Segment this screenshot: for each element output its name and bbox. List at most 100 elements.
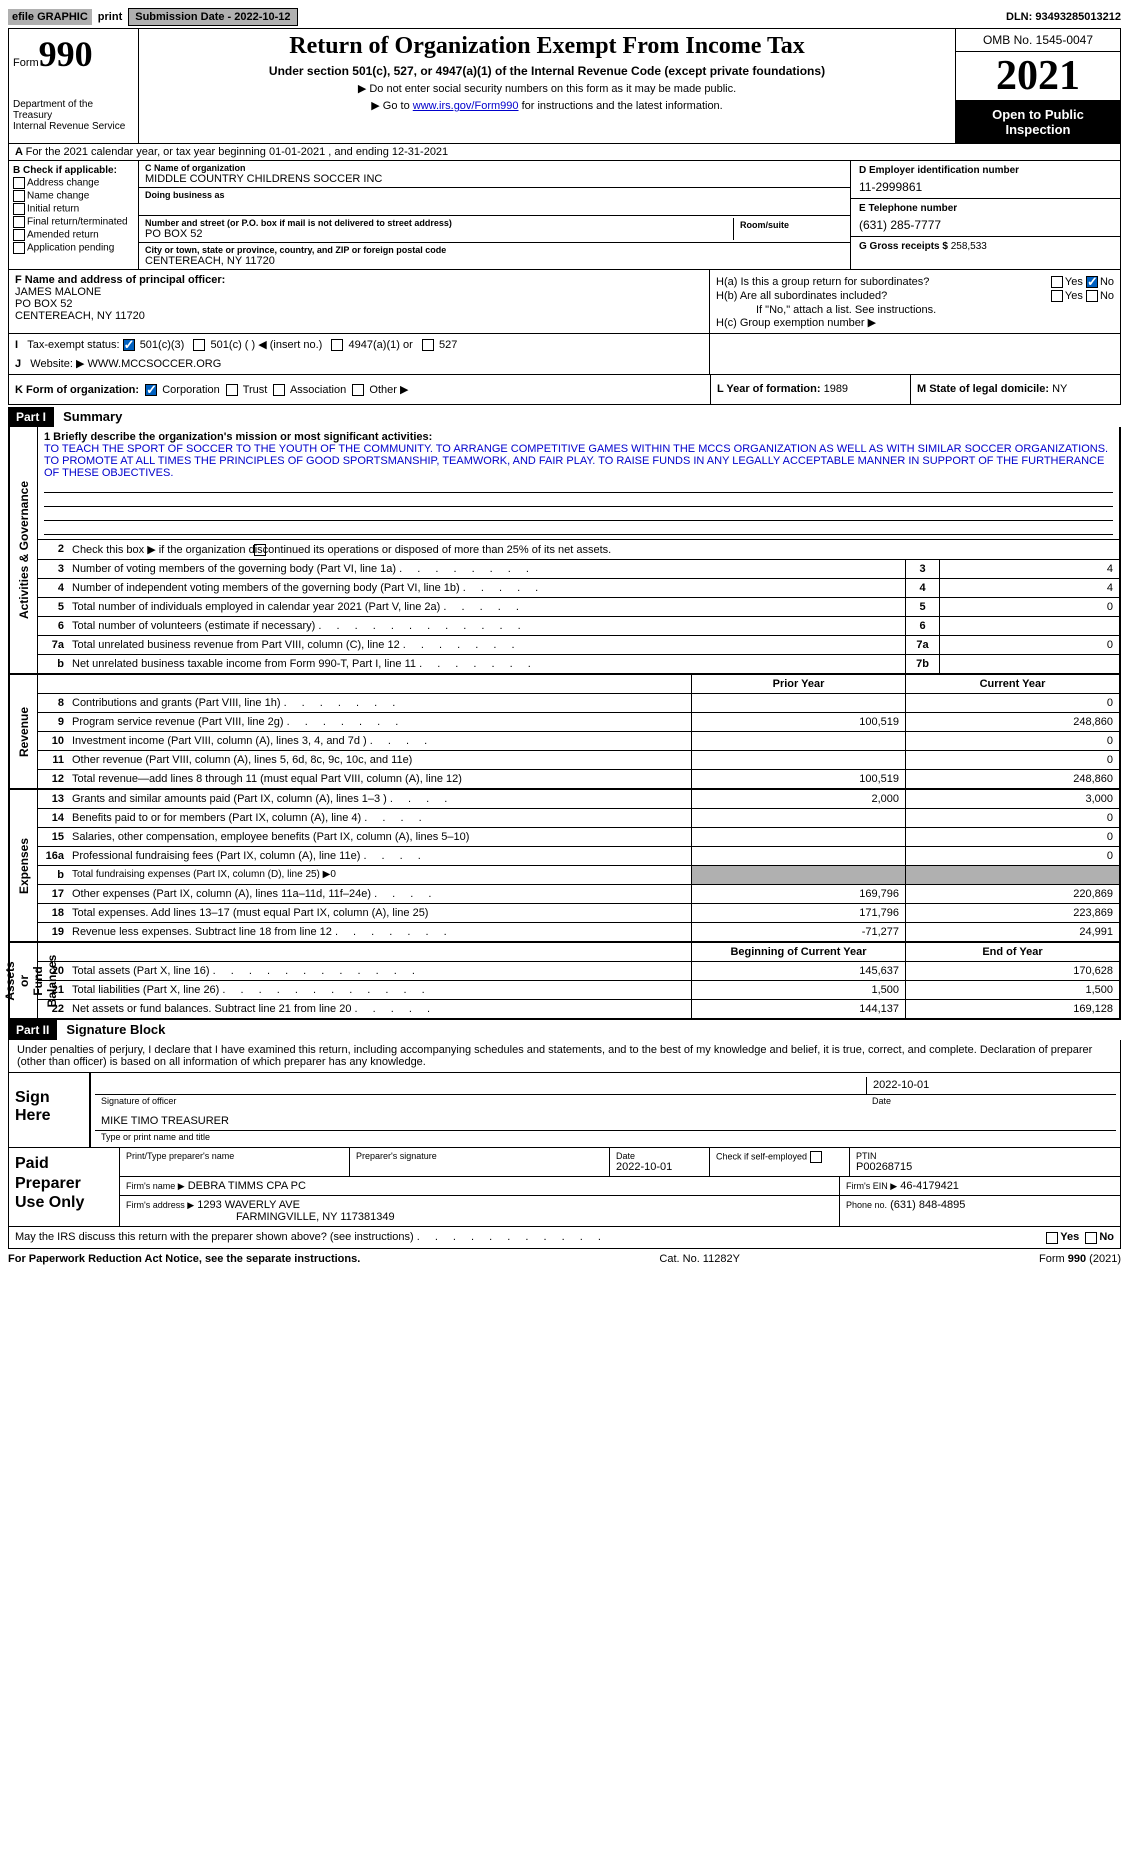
line-20: 20Total assets (Part X, line 16) . . . .…: [38, 962, 1119, 981]
cb-4947[interactable]: [331, 339, 343, 351]
prep-row-3: Firm's address ▶ 1293 WAVERLY AVE FARMIN…: [120, 1196, 1120, 1226]
cb-trust[interactable]: [226, 384, 238, 396]
line-13: 13Grants and similar amounts paid (Part …: [38, 790, 1119, 809]
street-row: Number and street (or P.O. box if mail i…: [139, 216, 850, 243]
part-i-title: Summary: [63, 409, 122, 424]
sign-here-row: Sign Here 2022-10-01 Signature of office…: [9, 1072, 1120, 1147]
h-note: If "No," attach a list. See instructions…: [716, 304, 1114, 316]
line-16a: 16aProfessional fundraising fees (Part I…: [38, 847, 1119, 866]
tel-val: (631) 285-7777: [859, 214, 1112, 232]
cb-address[interactable]: Address change: [13, 177, 134, 189]
dln-number: DLN: 93493285013212: [1006, 11, 1121, 23]
cb-corp[interactable]: [145, 384, 157, 396]
dept-treasury: Department of the Treasury Internal Reve…: [13, 99, 134, 132]
col-f: F Name and address of principal officer:…: [9, 270, 710, 333]
cb-self-employed[interactable]: [810, 1151, 822, 1163]
part-ii-header: Part II: [8, 1020, 57, 1040]
discuss-yes-checkbox[interactable]: [1046, 1232, 1058, 1244]
cb-501c[interactable]: [193, 339, 205, 351]
mission-text: TO TEACH THE SPORT OF SOCCER TO THE YOUT…: [44, 443, 1113, 479]
header-mid: Return of Organization Exempt From Incom…: [139, 29, 955, 143]
cb-other[interactable]: [352, 384, 364, 396]
f-city: CENTEREACH, NY 11720: [15, 310, 703, 322]
domicile: M State of legal domicile: NY: [910, 375, 1120, 404]
website-val: WWW.MCCSOCCER.ORG: [87, 358, 221, 370]
footer-right: Form 990 (2021): [1039, 1253, 1121, 1265]
ein-label: D Employer identification number: [859, 165, 1112, 176]
ha-yes-checkbox[interactable]: [1051, 276, 1063, 288]
section-bcd: B Check if applicable: Address change Na…: [8, 161, 1121, 270]
hb-no-checkbox[interactable]: [1086, 290, 1098, 302]
end-year-head: End of Year: [905, 943, 1119, 961]
receipts-row: G Gross receipts $ 258,533: [851, 237, 1120, 256]
hb-yes-checkbox[interactable]: [1051, 290, 1063, 302]
exp-body: Expenses 13Grants and similar amounts pa…: [9, 790, 1120, 942]
ha-yesno: Yes No: [1051, 276, 1114, 288]
line2-checkbox[interactable]: [254, 544, 266, 556]
header-right: OMB No. 1545-0047 2021 Open to Public In…: [955, 29, 1120, 143]
receipts-val: 258,533: [951, 241, 987, 252]
col-c: C Name of organization MIDDLE COUNTRY CH…: [139, 161, 850, 269]
header-note-1: ▶ Do not enter social security numbers o…: [143, 82, 951, 95]
line-5: 5 Total number of individuals employed i…: [38, 598, 1119, 617]
current-year-head: Current Year: [905, 675, 1119, 693]
discuss-no-checkbox[interactable]: [1085, 1232, 1097, 1244]
line-16b: bTotal fundraising expenses (Part IX, co…: [38, 866, 1119, 885]
prep-row-1: Print/Type preparer's name Preparer's si…: [120, 1148, 1120, 1177]
open-public-badge: Open to Public Inspection: [956, 101, 1120, 143]
org-name-row: C Name of organization MIDDLE COUNTRY CH…: [139, 161, 850, 188]
section-k: K Form of organization: Corporation Trus…: [8, 375, 1121, 405]
irs-link[interactable]: www.irs.gov/Form990: [413, 100, 519, 112]
preparer-label: Paid Preparer Use Only: [9, 1148, 119, 1226]
col-b-head: B Check if applicable:: [13, 165, 134, 176]
exp-content: 13Grants and similar amounts paid (Part …: [38, 790, 1119, 941]
cb-amended[interactable]: Amended return: [13, 229, 134, 241]
val-7a: 0: [939, 636, 1119, 654]
sign-here-label: Sign Here: [9, 1073, 89, 1147]
footer-left: For Paperwork Reduction Act Notice, see …: [8, 1253, 360, 1265]
hb-yesno: Yes No: [1051, 290, 1114, 302]
line-6: 6 Total number of volunteers (estimate i…: [38, 617, 1119, 636]
mission-rule-2: [44, 493, 1113, 507]
website-row: J Website: ▶ WWW.MCCSOCCER.ORG: [15, 357, 703, 370]
tax-year: 2021: [956, 52, 1120, 101]
street-label: Number and street (or P.O. box if mail i…: [145, 218, 733, 228]
prep-row-2: Firm's name ▶ DEBRA TIMMS CPA PC Firm's …: [120, 1177, 1120, 1196]
rev-header: Prior Year Current Year: [38, 675, 1119, 694]
cb-501c3[interactable]: [123, 339, 135, 351]
header-note-2: ▶ Go to www.irs.gov/Form990 for instruct…: [143, 99, 951, 112]
line-7a: 7a Total unrelated business revenue from…: [38, 636, 1119, 655]
footer-mid: Cat. No. 11282Y: [659, 1253, 740, 1265]
k-left: K Form of organization: Corporation Trus…: [9, 375, 710, 404]
street-left: Number and street (or P.O. box if mail i…: [145, 218, 734, 240]
footer-row: For Paperwork Reduction Act Notice, see …: [8, 1249, 1121, 1269]
cb-assoc[interactable]: [273, 384, 285, 396]
cb-name[interactable]: Name change: [13, 190, 134, 202]
print-label[interactable]: print: [98, 11, 122, 23]
sig-date: 2022-10-01: [866, 1077, 1116, 1094]
ein-row: D Employer identification number 11-2999…: [851, 161, 1120, 199]
gov-body: Activities & Governance 1 Briefly descri…: [9, 427, 1120, 674]
sig-line-1: 2022-10-01: [95, 1077, 1116, 1095]
val-4: 4: [939, 579, 1119, 597]
line-21: 21Total liabilities (Part X, line 26) . …: [38, 981, 1119, 1000]
h-c: H(c) Group exemption number ▶: [716, 316, 1114, 329]
city-row: City or town, state or province, country…: [139, 243, 850, 269]
city-val: CENTEREACH, NY 11720: [145, 255, 844, 267]
cb-527[interactable]: [422, 339, 434, 351]
dba-label: Doing business as: [145, 190, 844, 200]
cb-pending[interactable]: Application pending: [13, 242, 134, 254]
year-formation: L Year of formation: 1989: [710, 375, 910, 404]
begin-year-head: Beginning of Current Year: [691, 943, 905, 961]
ha-no-checkbox[interactable]: [1086, 276, 1098, 288]
cb-initial[interactable]: Initial return: [13, 203, 134, 215]
org-name: MIDDLE COUNTRY CHILDRENS SOCCER INC: [145, 173, 844, 185]
gov-content: 1 Briefly describe the organization's mi…: [38, 427, 1119, 673]
rot-net: Net Assets or Fund Balances: [10, 943, 38, 1018]
line-8: 8Contributions and grants (Part VIII, li…: [38, 694, 1119, 713]
rot-revenue: Revenue: [10, 675, 38, 788]
ein-val: 11-2999861: [859, 176, 1112, 194]
cb-final[interactable]: Final return/terminated: [13, 216, 134, 228]
receipts-label: G Gross receipts $: [859, 241, 948, 252]
form-990-page: efile GRAPHIC print Submission Date - 20…: [0, 0, 1129, 1277]
